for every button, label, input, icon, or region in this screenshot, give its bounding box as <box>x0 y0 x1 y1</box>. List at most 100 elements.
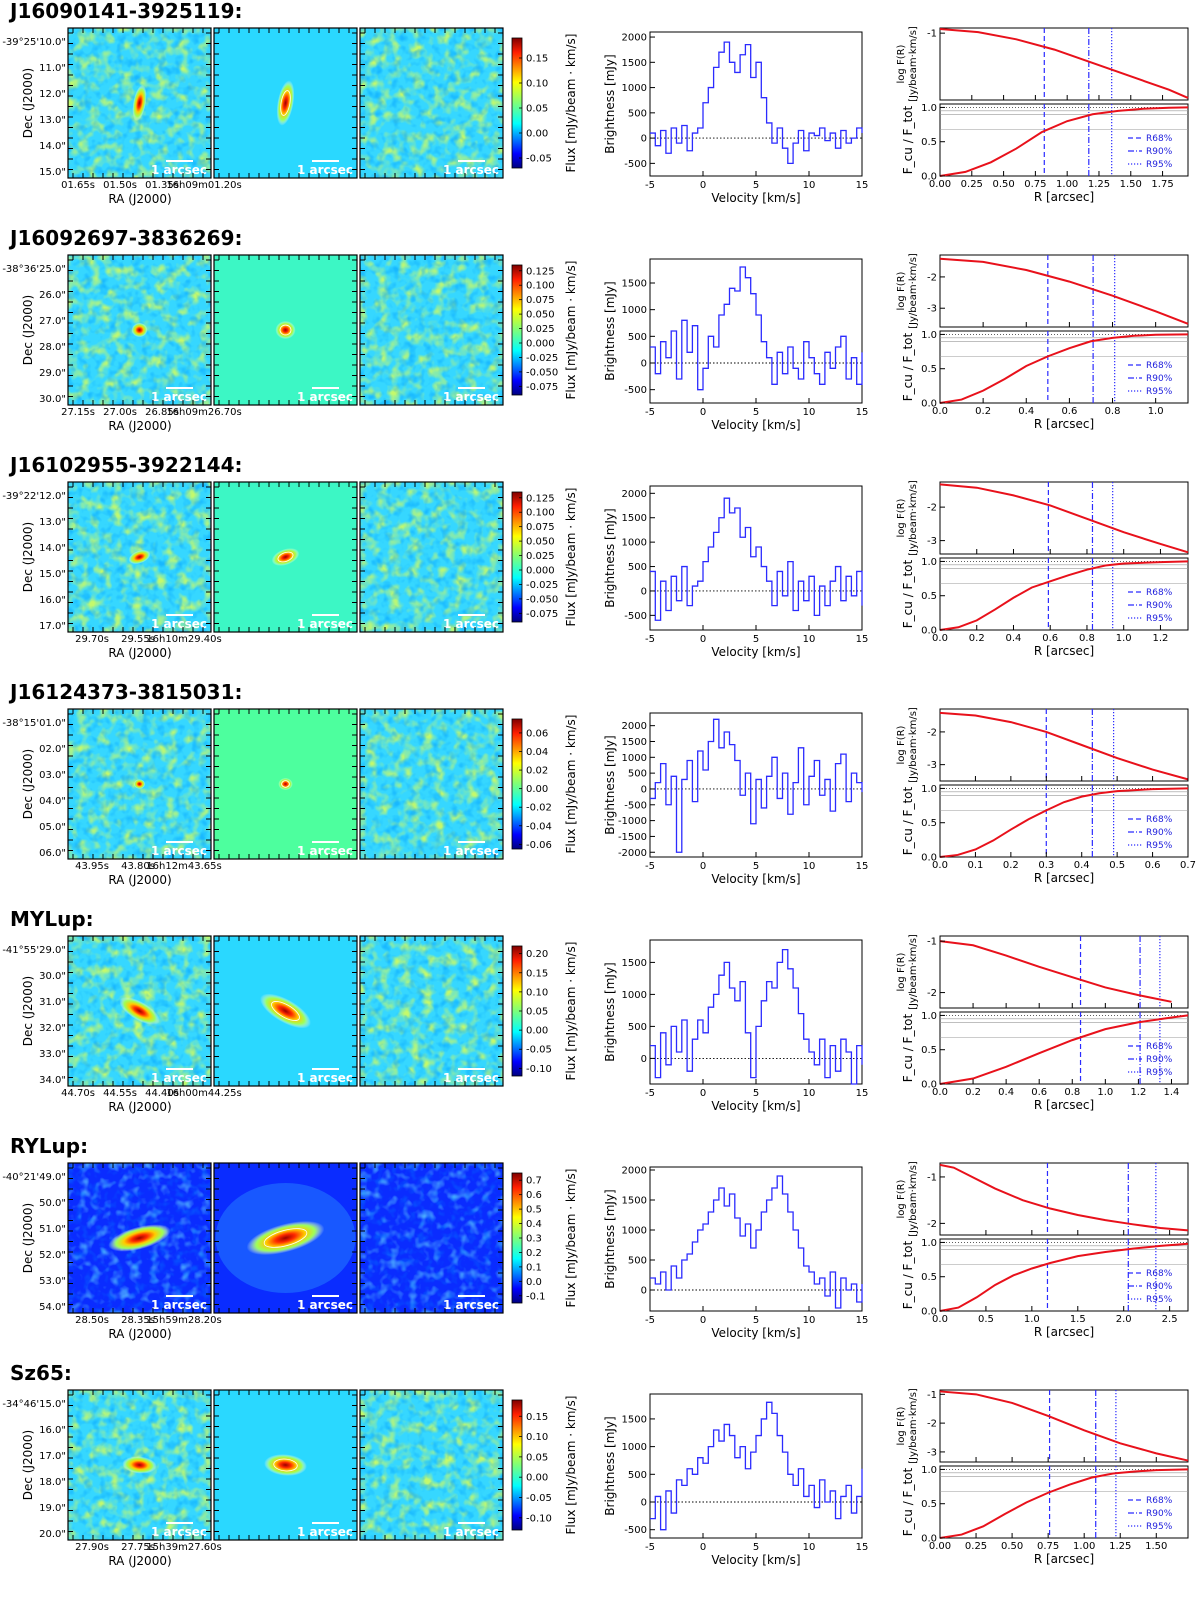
colorbar-tick-label: 0.20 <box>526 949 548 960</box>
colorbar-tick-label: 0.06 <box>526 728 548 739</box>
scalebar-label: 1 arcsec <box>443 617 499 631</box>
ra-axis-label: RA (J2000) <box>108 646 171 660</box>
ra-tick-label: 01.65s <box>61 180 95 191</box>
dec-tick-label: -38°36'25.0" <box>2 264 66 275</box>
colorbar-tick-label: 0.05 <box>526 1007 548 1018</box>
scalebar-label: 1 arcsec <box>297 1525 353 1539</box>
ra-tick-label: 28.35s <box>121 1315 155 1326</box>
residual-image-panel: 1 arcsec <box>359 1162 504 1314</box>
scalebar-label: 1 arcsec <box>297 1071 353 1085</box>
panel-frame <box>67 1162 212 1314</box>
radius-xtick-label: 0.5 <box>978 1314 994 1325</box>
spectrum-xtick-label: 10 <box>803 407 816 418</box>
radius-xtick-label: 0.00 <box>929 1541 951 1552</box>
cumulative-curve <box>939 106 1189 177</box>
spectrum-ytick-label: 500 <box>628 562 647 573</box>
spectrum-xtick-label: 5 <box>753 1542 759 1553</box>
noise-texture <box>360 1163 503 1313</box>
radius-xtick-label: 0.8 <box>1079 633 1095 644</box>
ra-axis-label: RA (J2000) <box>108 873 171 887</box>
legend-label: R95% <box>1146 160 1173 170</box>
colorbar-label: Flux [mJy/beam · km/s] <box>564 1396 578 1535</box>
spectrum-xtick-label: 5 <box>753 180 759 191</box>
colorbar-label: Flux [mJy/beam · km/s] <box>564 34 578 173</box>
ra-tick-label: 43.80s <box>121 861 155 872</box>
object-row: J16092697-3836269: 1 arcsec 1 arcsec 1 arcs… <box>2 226 1189 433</box>
legend-label: R68% <box>1146 588 1173 598</box>
colorbar-tick-label: 0.10 <box>526 79 548 90</box>
radius-xtick-label: 0.25 <box>965 1541 987 1552</box>
legend-label: R95% <box>1146 1068 1173 1078</box>
contour <box>279 324 292 336</box>
legend-label: R68% <box>1146 815 1173 825</box>
radius-xtick-label: 0.50 <box>992 179 1014 190</box>
dec-tick-label: 05.0" <box>39 822 66 833</box>
radial-profile-panel: -2 -3 0.0 0.5 1.0 0.0 0.2 0.4 0.6 0.8 1.0 R [arcsec… <box>896 253 1189 431</box>
colorbar <box>511 1399 523 1531</box>
scalebar-label: 1 arcsec <box>443 844 499 858</box>
legend-label: R90% <box>1146 1282 1173 1292</box>
logF-curve <box>939 1163 1189 1232</box>
scalebar-label: 1 arcsec <box>151 617 207 631</box>
dec-tick-label: 53.0" <box>39 1276 66 1287</box>
ra-tick-label: 15h59m28.20s <box>146 1315 221 1326</box>
legend-label: R68% <box>1146 134 1173 144</box>
dec-tick-label: 30.0" <box>39 394 66 405</box>
panel-frame <box>213 1162 358 1314</box>
colorbar-tick-label: 0.4 <box>526 1219 542 1230</box>
scalebar-label: 1 arcsec <box>443 390 499 404</box>
ra-tick-label: 29.70s <box>75 634 109 645</box>
dec-axis-label: Dec (J2000) <box>21 522 35 592</box>
colorbar-tick-label: 0.10 <box>526 987 548 998</box>
logF-ylabel: log F(R) <box>896 44 907 83</box>
colorbar-tick-label: -0.05 <box>526 1493 552 1504</box>
dec-tick-label: 12.0" <box>39 89 66 100</box>
cumulative-curve <box>939 787 1189 858</box>
spectrum-ytick-label: 0 <box>641 1498 647 1509</box>
colorbar-tick-label: 0.00 <box>526 129 548 140</box>
dec-tick-label: 04.0" <box>39 796 66 807</box>
spectrum-line <box>650 718 863 853</box>
colorbar-tick-label: 0.15 <box>526 54 548 65</box>
dec-tick-label: 02.0" <box>39 744 66 755</box>
radius-xtick-label: 0.75 <box>1024 179 1046 190</box>
dec-tick-label: 15.0" <box>39 569 66 580</box>
panel-frame <box>359 1389 504 1541</box>
spectrum-xtick-label: 5 <box>753 861 759 872</box>
dec-tick-label: 15.0" <box>39 167 66 178</box>
legend-label: R90% <box>1146 1055 1173 1065</box>
panel-frame <box>213 27 358 179</box>
cumulative-frame <box>939 1238 1189 1312</box>
spectrum-ytick-label: 1500 <box>622 1196 647 1207</box>
data-image-panel: 1 arcsec <box>67 708 212 860</box>
source-emission <box>131 322 148 338</box>
spectrum-xlabel: Velocity [km/s] <box>711 1553 800 1567</box>
radius-xtick-label: 1.50 <box>1145 1541 1167 1552</box>
object-row: RYLup: 1 arcsec 1 arcsec 1 arcsec -40°21'49.… <box>2 1134 1189 1341</box>
spectrum-line <box>650 41 863 165</box>
spectrum-ytick-label: 0 <box>641 1054 647 1065</box>
model-image-panel: 1 arcsec <box>213 708 358 860</box>
dec-tick-label: 11.0" <box>39 63 66 74</box>
legend-label: R68% <box>1146 1042 1173 1052</box>
radial-profile-panel: -2 -3 0.0 0.5 1.0 0.0 0.1 0.2 0.3 0.4 0.5 0.6 0.7 R [… <box>896 707 1196 885</box>
spectrum-xtick-label: 15 <box>856 1542 869 1553</box>
logF-frame <box>939 254 1189 328</box>
radius-xtick-label: 0.2 <box>975 406 991 417</box>
cumulative-frame <box>939 1011 1189 1085</box>
panel-frame <box>359 481 504 633</box>
dec-tick-label: 20.0" <box>39 1529 66 1540</box>
residual-image-panel: 1 arcsec <box>359 254 504 406</box>
ra-tick-label: 44.70s <box>61 1088 95 1099</box>
dec-tick-label: 26.0" <box>39 290 66 301</box>
spectrum-ytick-label: 500 <box>628 1022 647 1033</box>
data-image-panel: 1 arcsec <box>67 481 212 633</box>
spectrum-panel: 1500 1000 500 0 -5 0 5 10 15 Velocity [km/s] Brigh… <box>603 939 868 1113</box>
radius-xtick-label: 1.25 <box>1088 179 1110 190</box>
radius-xlabel: R [arcsec] <box>1034 644 1094 658</box>
spectrum-ytick-label: 0 <box>641 586 647 597</box>
model-image-panel: 1 arcsec <box>213 254 358 406</box>
ra-tick-label: 16h09m26.70s <box>166 407 241 418</box>
cum-ytick-label: 0.5 <box>921 137 937 148</box>
ra-tick-label: 27.75s <box>121 1542 155 1553</box>
